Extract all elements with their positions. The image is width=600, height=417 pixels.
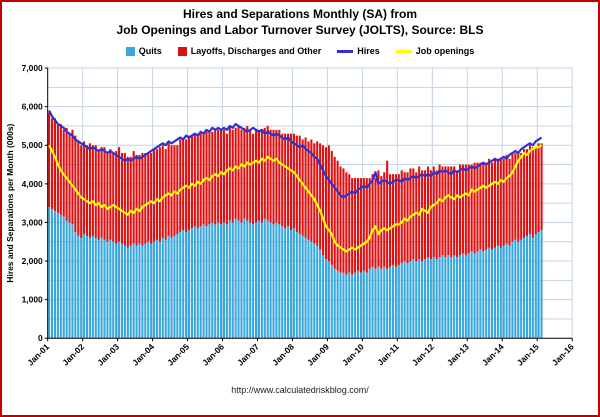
- svg-text:Jan-16: Jan-16: [550, 342, 576, 368]
- svg-text:Jan-13: Jan-13: [445, 342, 471, 368]
- svg-text:Jan-05: Jan-05: [165, 342, 191, 368]
- legend: Quits Layoffs, Discharges and Other Hires J…: [2, 43, 598, 59]
- legend-swatch-line: [395, 49, 412, 53]
- legend-item: Quits: [125, 46, 162, 57]
- legend-label: Hires: [357, 46, 380, 57]
- svg-text:0: 0: [38, 333, 43, 343]
- x-axis-labels: Jan-01 Jan-02 Jan-03 Jan-04 Jan-05 Jan-06 Jan-…: [25, 338, 576, 368]
- legend-item: Layoffs, Discharges and Other: [177, 46, 322, 57]
- legend-item: Hires: [337, 46, 380, 56]
- legend-label: Layoffs, Discharges and Other: [190, 46, 322, 57]
- svg-text:Jan-14: Jan-14: [480, 342, 506, 368]
- legend-swatch-bar: [177, 46, 187, 56]
- quits-bars: [48, 207, 543, 339]
- svg-text:Jan-02: Jan-02: [60, 342, 86, 368]
- svg-text:3,000: 3,000: [22, 218, 43, 228]
- svg-text:Jan-04: Jan-04: [130, 342, 156, 368]
- footer-url: http://www.calculatedriskblog.com/: [231, 385, 369, 396]
- gridlines: [47, 67, 573, 339]
- title-line-1: Hires and Separations Monthly (SA) from: [182, 7, 418, 21]
- chart-title: Hires and Separations Monthly (SA) from …: [2, 7, 598, 38]
- svg-text:5,000: 5,000: [22, 140, 43, 150]
- jolts-chart: 0 1,000 2,000 3,000 4,000 5,000 6,000 7,000 Jan-…: [5, 63, 576, 368]
- axes: [47, 68, 573, 339]
- title-line-2: Job Openings and Labor Turnover Survey (…: [116, 22, 484, 37]
- svg-text:Jan-06: Jan-06: [200, 342, 226, 368]
- legend-label: Job openings: [415, 46, 475, 57]
- svg-text:2,000: 2,000: [22, 256, 43, 266]
- svg-text:6,000: 6,000: [22, 102, 43, 112]
- legend-swatch-bar: [125, 46, 135, 56]
- svg-text:Jan-01: Jan-01: [25, 342, 51, 368]
- svg-text:Jan-08: Jan-08: [270, 342, 296, 368]
- svg-text:Jan-12: Jan-12: [410, 342, 436, 368]
- legend-swatch-line: [337, 49, 354, 53]
- layoffs-bars: [48, 112, 543, 275]
- legend-label: Quits: [138, 46, 162, 57]
- svg-text:Jan-03: Jan-03: [95, 342, 121, 368]
- svg-text:1,000: 1,000: [22, 295, 43, 305]
- job-openings-line: [48, 144, 543, 253]
- svg-text:Jan-11: Jan-11: [375, 342, 401, 368]
- svg-text:Jan-09: Jan-09: [305, 342, 331, 368]
- y-axis-title: Hires and Separations per Month (000s): [5, 124, 15, 283]
- legend-item: Job openings: [395, 46, 475, 57]
- svg-text:Jan-07: Jan-07: [235, 342, 261, 368]
- hires-line: [48, 110, 543, 199]
- svg-text:Jan-10: Jan-10: [340, 342, 366, 368]
- svg-text:7,000: 7,000: [22, 63, 43, 73]
- svg-text:Jan-15: Jan-15: [515, 342, 541, 368]
- y-axis-labels: 0 1,000 2,000 3,000 4,000 5,000 6,000 7,000: [22, 63, 48, 343]
- svg-text:4,000: 4,000: [22, 179, 43, 189]
